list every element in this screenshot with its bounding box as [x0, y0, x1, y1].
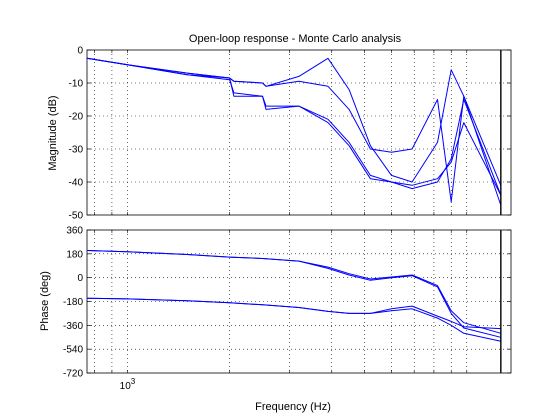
x-tick-label: 103 — [120, 377, 136, 392]
magnitude-ytick-label: 0 — [77, 46, 83, 57]
phase-ytick-label: 0 — [77, 273, 83, 284]
chart-title: Open-loop response - Monte Carlo analysi… — [189, 33, 402, 45]
x-axis-label: Frequency (Hz) — [255, 401, 331, 413]
phase-series-2 — [86, 250, 501, 338]
magnitude-ylabel: Magnitude (dB) — [47, 95, 59, 170]
phase-ytick-label: -540 — [63, 345, 83, 356]
magnitude-plot: 0 -10 -20 -30 -40 -50 — [69, 46, 511, 222]
magnitude-series-3 — [86, 57, 502, 196]
phase-ylabel: Phase (deg) — [39, 271, 51, 331]
phase-ytick-label: -180 — [63, 297, 83, 308]
phase-ytick-label: -360 — [63, 321, 83, 332]
magnitude-series-2 — [86, 57, 502, 203]
magnitude-ytick-label: -40 — [69, 178, 84, 189]
magnitude-ytick-label: -20 — [69, 112, 84, 123]
phase-ytick-label: -720 — [63, 369, 83, 380]
magnitude-axes-frame — [86, 49, 512, 216]
phase-ytick-label: 360 — [66, 226, 83, 237]
magnitude-ytick-label: -50 — [69, 211, 84, 222]
phase-plot: 360 180 0 -180 -360 -540 -720 103 — [63, 226, 511, 392]
magnitude-ytick-label: -30 — [69, 145, 84, 156]
magnitude-series-4 — [86, 57, 502, 196]
phase-ytick-label: 180 — [66, 249, 83, 260]
phase-series-4 — [86, 297, 501, 342]
magnitude-ytick-label: -10 — [69, 79, 84, 90]
